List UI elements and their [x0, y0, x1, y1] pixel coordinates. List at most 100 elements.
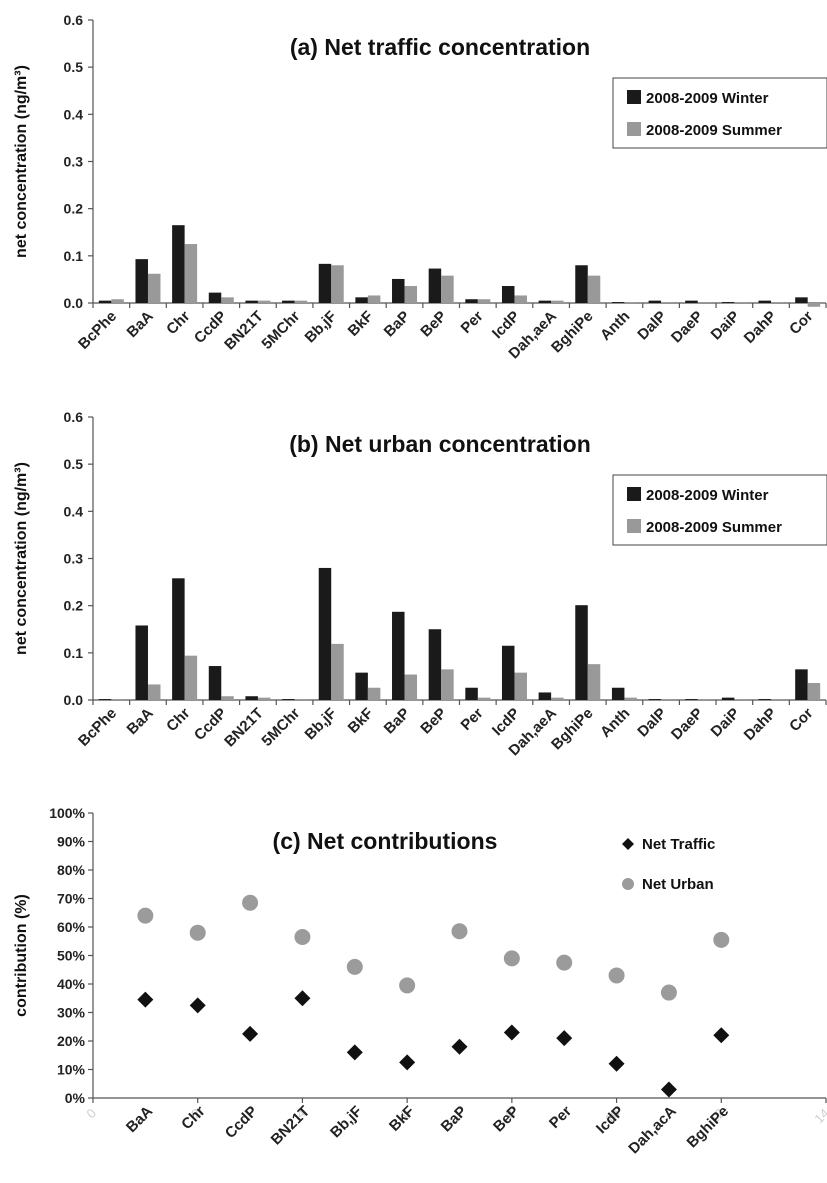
bar-winter	[758, 300, 772, 303]
bar-winter	[538, 300, 552, 303]
bar-summer	[184, 655, 198, 700]
point-net-urban	[346, 958, 363, 975]
bar-winter	[648, 699, 662, 700]
legend-box	[612, 474, 827, 546]
bar-summer	[551, 697, 564, 700]
y-tick-label: 90%	[57, 834, 86, 850]
category-label: BaP	[381, 308, 414, 341]
legend-swatch	[627, 519, 641, 533]
bar-summer	[514, 672, 527, 700]
point-net-traffic	[660, 1081, 677, 1098]
point-net-traffic	[242, 1025, 259, 1042]
bar-winter	[135, 259, 148, 303]
category-label: BghiPe	[548, 308, 597, 357]
category-label: BeP	[417, 705, 450, 738]
bar-winter	[392, 278, 405, 303]
bar-winter	[575, 605, 588, 700]
bar-winter	[172, 225, 185, 303]
point-net-traffic	[608, 1055, 625, 1072]
bar-summer	[477, 697, 491, 700]
bar-summer	[147, 273, 161, 303]
point-net-traffic	[503, 1024, 520, 1041]
bar-summer	[734, 699, 747, 700]
bar-summer	[294, 300, 308, 303]
legend-label: Net Traffic	[642, 836, 715, 853]
bar-summer	[477, 299, 491, 303]
panel-a-traffic: 0.0 0.1 0.2 0.3 0.4 0.5 0.6 (a) Net traffic con…	[13, 12, 827, 362]
bar-winter	[392, 611, 405, 700]
y-axis-label: net concentration (ng/m³)	[13, 462, 30, 655]
bar-winter	[428, 268, 442, 303]
bar-summer	[111, 299, 124, 303]
y-tick-label: 60%	[57, 919, 86, 935]
category-label: DalP	[634, 308, 670, 344]
category-label: Per	[458, 308, 487, 337]
bar-summer	[661, 699, 674, 700]
bar-winter	[501, 286, 515, 303]
y-axis-label: contribution (%)	[13, 894, 30, 1017]
y-tick-label: 0.1	[64, 248, 84, 264]
y-tick-label: 0.6	[64, 409, 84, 425]
category-label: BkF	[345, 308, 377, 340]
legend-marker-urban	[622, 878, 634, 890]
bar-summer	[404, 286, 418, 303]
bar-winter	[611, 687, 625, 700]
bar-winter	[98, 300, 112, 303]
category-label: BN21T	[221, 705, 267, 751]
category-label: BeP	[417, 308, 450, 341]
category-label: Dah,acA	[625, 1103, 680, 1158]
bar-summer	[771, 699, 784, 700]
point-net-urban	[608, 967, 625, 984]
bar-winter	[685, 699, 698, 700]
panel-b-urban: 0.0 0.1 0.2 0.3 0.4 0.5 0.6 (b) Net urban conce…	[13, 409, 827, 759]
bar-summer	[441, 669, 454, 700]
bar-summer	[551, 300, 564, 303]
bar-summer	[221, 297, 234, 303]
x-tick-number: 14	[811, 1106, 827, 1127]
legend-label: 2008-2009 Winter	[646, 90, 769, 107]
bar-winter	[282, 699, 295, 700]
y-tick-label: 40%	[57, 976, 86, 992]
point-net-urban	[137, 907, 154, 924]
legend-label: 2008-2009 Summer	[646, 122, 782, 139]
bar-summer	[771, 302, 784, 303]
category-label: DaiP	[708, 308, 744, 344]
category-label: BN21T	[221, 308, 267, 354]
category-label: DalP	[634, 705, 670, 741]
legend-swatch	[627, 90, 641, 104]
bar-summer	[734, 302, 747, 303]
bar-summer	[294, 699, 308, 700]
point-net-urban	[503, 950, 520, 967]
bar-winter	[318, 567, 332, 700]
bar-winter	[428, 629, 442, 700]
category-label: Cor	[786, 705, 816, 735]
y-tick-label: 0.1	[64, 645, 84, 661]
category-label: Bb,jF	[302, 308, 341, 347]
chart-title: (c) Net contributions	[273, 828, 498, 854]
category-label: BaP	[381, 705, 414, 738]
category-label: 5MChr	[258, 308, 303, 353]
bar-winter	[721, 302, 735, 303]
legend-box	[612, 77, 827, 149]
category-label: Chr	[178, 1103, 208, 1133]
bar-summer	[624, 302, 637, 303]
bar-summer	[697, 302, 711, 303]
point-net-traffic	[399, 1054, 416, 1071]
bar-summer	[514, 295, 527, 303]
legend-label: 2008-2009 Summer	[646, 519, 782, 536]
bar-winter	[355, 672, 368, 700]
category-label: BghiPe	[684, 1103, 733, 1152]
point-net-urban	[451, 923, 468, 940]
point-net-urban	[713, 931, 730, 948]
y-tick-label: 0.5	[64, 59, 84, 75]
category-label: BaA	[124, 308, 157, 341]
bar-winter	[208, 292, 222, 303]
y-tick-label: 0.0	[64, 692, 84, 708]
bar-summer	[587, 664, 601, 700]
bar-summer	[807, 303, 821, 307]
y-tick-label: 50%	[57, 948, 86, 964]
bar-summer	[221, 696, 234, 700]
category-label: BaP	[438, 1103, 471, 1136]
category-label: DaeP	[668, 705, 707, 744]
